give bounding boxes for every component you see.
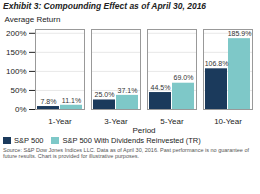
svg-text:1-Year: 1-Year [48, 117, 72, 126]
svg-text:11.1%: 11.1% [62, 96, 81, 103]
svg-text:10-Year: 10-Year [214, 117, 242, 126]
svg-text:37.1%: 37.1% [118, 86, 138, 93]
svg-text:100%: 100% [6, 67, 26, 76]
svg-text:Period: Period [132, 125, 155, 134]
html-text:S&P 500: S&P 500 [14, 135, 44, 145]
html-text:Exhibit 3: Compounding Effect: Exhibit 3: Compounding Effect as of Apri… [3, 1, 207, 11]
svg-text:150%: 150% [6, 48, 26, 57]
svg-text:69.0%: 69.0% [174, 74, 194, 81]
svg-text:200%: 200% [6, 29, 26, 38]
svg-text:3-Year: 3-Year [104, 117, 128, 126]
svg-text:50%: 50% [10, 86, 26, 95]
svg-text:185.9%: 185.9% [228, 30, 252, 37]
svg-text:0%: 0% [15, 105, 27, 114]
svg-text:Average Return: Average Return [5, 15, 61, 24]
html-text:Source: S&P Dow Jones Indices: Source: S&P Dow Jones Indices LLC. Data … [3, 146, 249, 160]
svg-text:5-Year: 5-Year [160, 117, 184, 126]
svg-text:7.8%: 7.8% [41, 98, 57, 105]
html-text:S&P 500 With Dividends Reinves: S&P 500 With Dividends Reinvested (TR) [62, 135, 201, 145]
svg-text:44.5%: 44.5% [151, 84, 171, 91]
svg-text:25.0%: 25.0% [95, 91, 115, 98]
svg-text:106.8%: 106.8% [205, 60, 229, 67]
